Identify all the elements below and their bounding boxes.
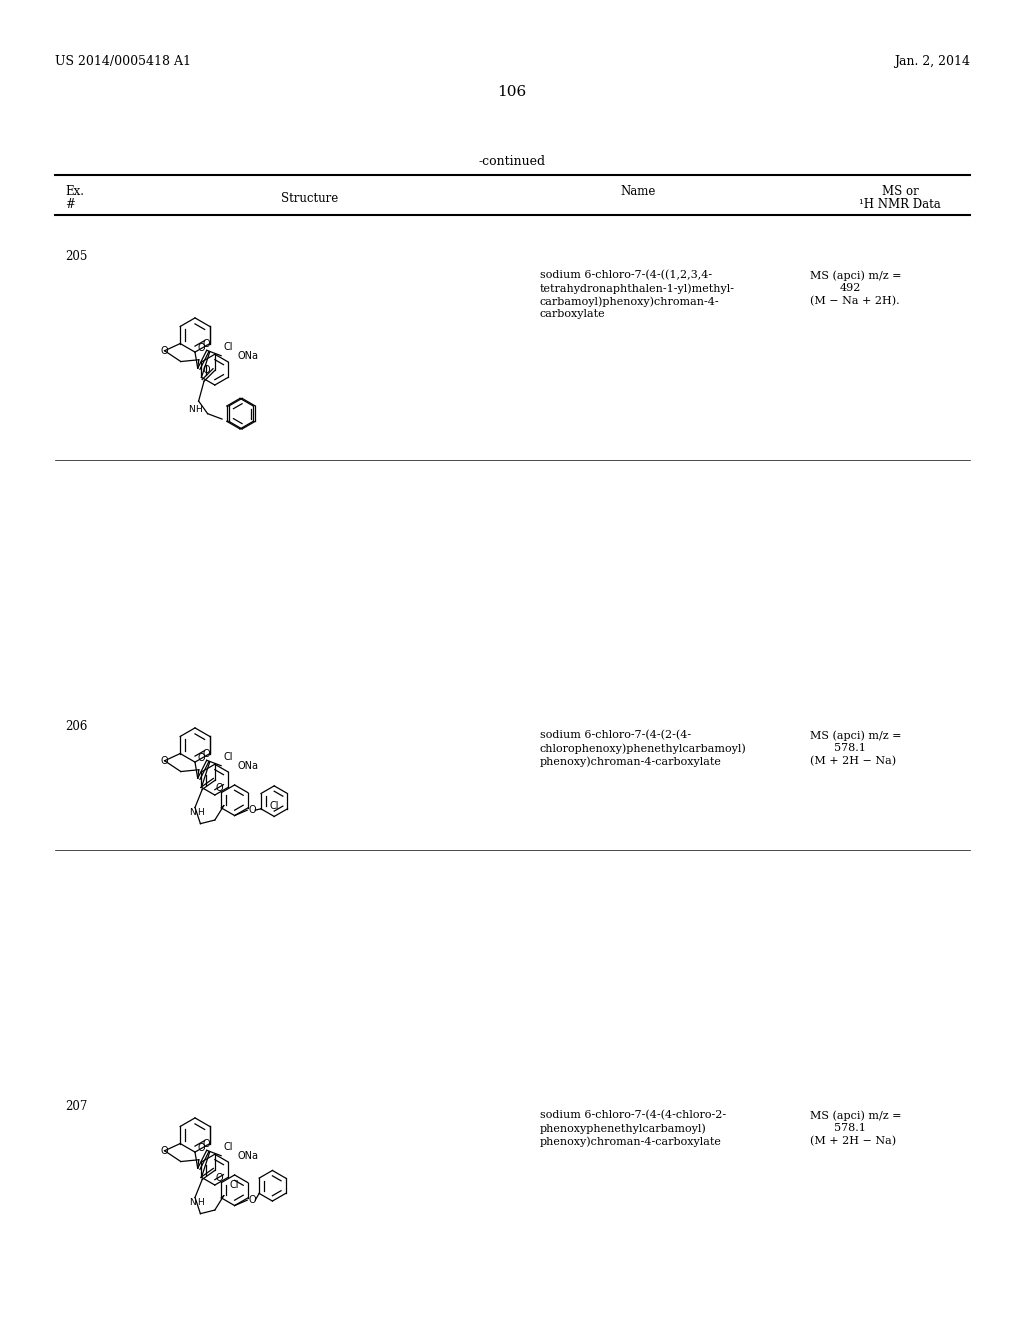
Text: ONa: ONa xyxy=(238,351,258,360)
Text: O: O xyxy=(161,346,168,356)
Text: O: O xyxy=(203,366,211,375)
Text: US 2014/0005418 A1: US 2014/0005418 A1 xyxy=(55,55,191,69)
Text: phenoxy)chroman-4-carboxylate: phenoxy)chroman-4-carboxylate xyxy=(540,756,722,767)
Text: 578.1: 578.1 xyxy=(835,743,866,752)
Text: Cl: Cl xyxy=(224,342,233,351)
Text: O: O xyxy=(203,339,211,350)
Text: O: O xyxy=(249,805,256,816)
Text: -continued: -continued xyxy=(478,154,546,168)
Text: chlorophenoxy)phenethylcarbamoyl): chlorophenoxy)phenethylcarbamoyl) xyxy=(540,743,746,754)
Text: O: O xyxy=(203,1139,211,1150)
Text: (M + 2H − Na): (M + 2H − Na) xyxy=(810,1137,896,1146)
Text: 206: 206 xyxy=(65,719,87,733)
Text: O: O xyxy=(216,784,223,793)
Text: H: H xyxy=(197,808,204,817)
Text: O: O xyxy=(249,1195,256,1205)
Text: 106: 106 xyxy=(498,84,526,99)
Text: #: # xyxy=(65,198,75,211)
Text: N: N xyxy=(188,1199,196,1206)
Text: Cl: Cl xyxy=(224,1142,233,1151)
Text: Cl: Cl xyxy=(229,1180,240,1189)
Text: O: O xyxy=(198,752,206,763)
Text: H: H xyxy=(196,404,202,413)
Text: sodium 6-chloro-7-(4-((1,2,3,4-: sodium 6-chloro-7-(4-((1,2,3,4- xyxy=(540,271,712,280)
Text: N: N xyxy=(188,808,196,817)
Text: Ex.: Ex. xyxy=(65,185,84,198)
Text: (M − Na + 2H).: (M − Na + 2H). xyxy=(810,296,900,306)
Text: sodium 6-chloro-7-(4-(4-chloro-2-: sodium 6-chloro-7-(4-(4-chloro-2- xyxy=(540,1110,726,1121)
Text: O: O xyxy=(198,343,206,352)
Text: MS or: MS or xyxy=(882,185,919,198)
Text: carboxylate: carboxylate xyxy=(540,309,605,319)
Text: 207: 207 xyxy=(65,1100,87,1113)
Text: tetrahydronaphthalen-1-yl)methyl-: tetrahydronaphthalen-1-yl)methyl- xyxy=(540,282,735,293)
Text: ONa: ONa xyxy=(238,1151,258,1160)
Text: Jan. 2, 2014: Jan. 2, 2014 xyxy=(894,55,970,69)
Text: N: N xyxy=(188,404,195,413)
Text: Name: Name xyxy=(620,185,655,198)
Text: Cl: Cl xyxy=(269,801,279,812)
Text: H: H xyxy=(197,1199,204,1206)
Text: O: O xyxy=(198,1143,206,1152)
Text: ONa: ONa xyxy=(238,760,258,771)
Text: carbamoyl)phenoxy)chroman-4-: carbamoyl)phenoxy)chroman-4- xyxy=(540,296,720,306)
Text: sodium 6-chloro-7-(4-(2-(4-: sodium 6-chloro-7-(4-(2-(4- xyxy=(540,730,691,741)
Text: Cl: Cl xyxy=(224,751,233,762)
Text: (M + 2H − Na): (M + 2H − Na) xyxy=(810,756,896,767)
Text: MS (apci) m/z =: MS (apci) m/z = xyxy=(810,271,901,281)
Text: ¹H NMR Data: ¹H NMR Data xyxy=(859,198,941,211)
Text: phenoxyphenethylcarbamoyl): phenoxyphenethylcarbamoyl) xyxy=(540,1123,707,1134)
Text: O: O xyxy=(161,1146,168,1156)
Text: 205: 205 xyxy=(65,249,87,263)
Text: O: O xyxy=(161,756,168,766)
Text: MS (apci) m/z =: MS (apci) m/z = xyxy=(810,730,901,741)
Text: MS (apci) m/z =: MS (apci) m/z = xyxy=(810,1110,901,1121)
Text: phenoxy)chroman-4-carboxylate: phenoxy)chroman-4-carboxylate xyxy=(540,1137,722,1147)
Text: O: O xyxy=(216,1173,223,1184)
Text: Structure: Structure xyxy=(282,191,339,205)
Text: 492: 492 xyxy=(840,282,861,293)
Text: 578.1: 578.1 xyxy=(835,1123,866,1133)
Text: O: O xyxy=(203,750,211,759)
